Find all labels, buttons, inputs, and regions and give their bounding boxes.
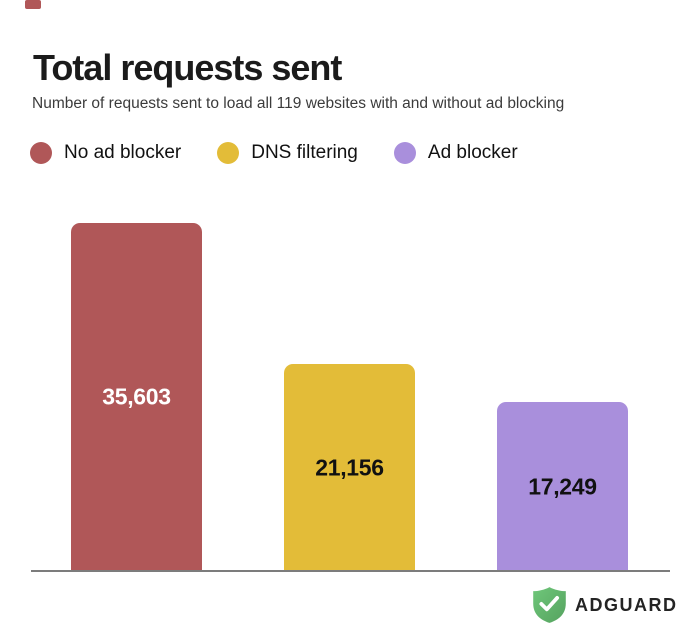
legend-item-dns-filtering: DNS filtering: [217, 142, 358, 164]
x-axis-baseline: [31, 570, 670, 572]
bar-chart: 35,603 21,156 17,249: [31, 223, 670, 571]
legend-item-no-ad-blocker: No ad blocker: [30, 142, 181, 164]
legend-label-dns-filtering: DNS filtering: [251, 142, 358, 163]
bar-no-ad-blocker: 35,603: [71, 223, 202, 571]
legend-dot-ad-blocker: [393, 142, 416, 164]
legend-item-ad-blocker: Ad blocker: [393, 142, 518, 164]
brand-name: ADGUARD: [575, 594, 678, 615]
top-left-red-mark: [25, 0, 41, 9]
bar-value-dns-filtering: 21,156: [315, 454, 384, 480]
legend-dot-no-ad-blocker: [30, 142, 52, 164]
legend-dot-dns-filtering: [217, 142, 240, 164]
adguard-shield-icon: [532, 586, 567, 624]
page-title: Total requests sent: [33, 47, 342, 89]
bar-value-no-ad-blocker: 35,603: [102, 383, 171, 410]
bar-dns-filtering: 21,156: [284, 364, 415, 571]
page-subtitle: Number of requests sent to load all 119 …: [32, 95, 565, 112]
bar-ad-blocker: 17,249: [497, 402, 628, 571]
legend-label-ad-blocker: Ad blocker: [427, 142, 518, 163]
bar-value-ad-blocker: 17,249: [528, 473, 597, 499]
legend-label-no-ad-blocker: No ad blocker: [64, 142, 182, 163]
adguard-logo: ADGUARD: [532, 586, 678, 624]
chart-legend: No ad blocker DNS filtering Ad blocker: [30, 142, 518, 164]
